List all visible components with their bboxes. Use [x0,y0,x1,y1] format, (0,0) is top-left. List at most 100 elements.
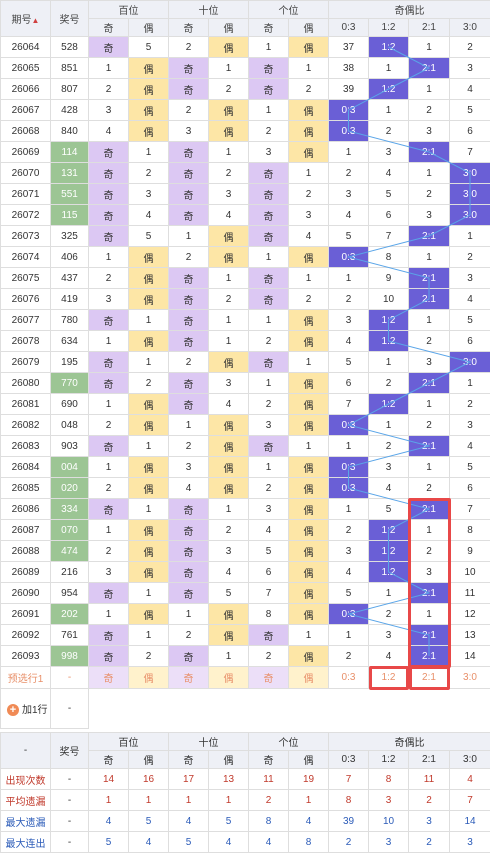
stat-row: 出现次数 -14 16 17 13 11 19 7 8 11 4 [0,768,490,790]
units-even-cell: 1 [288,267,329,289]
units-odd-cell: 奇 [248,162,289,184]
hundreds-odd-cell: 2 [88,78,129,100]
ratio-cell: 2 [328,645,369,667]
draw-row: 26067 428 3 偶 2 偶 1 偶 0:3 1 2 5 [0,99,490,121]
stat-value: 1 [208,789,249,811]
predict-tens-even[interactable]: 偶 [208,666,249,689]
footer-ratio-1-2: 1:2 [368,750,409,769]
units-odd-cell: 奇 [248,225,289,247]
draw-row: 26074 406 1 偶 2 偶 1 偶 0:3 8 1 2 [0,246,490,268]
hundreds-odd-cell: 奇 [88,498,129,520]
units-odd-cell: 奇 [248,78,289,100]
ratio-cell: 1 [328,141,369,163]
units-header: 个位 [248,0,329,19]
ratio-cell: 1 [368,351,409,373]
plus-icon[interactable]: + [7,704,19,717]
add-row-label[interactable]: 加1行 [22,704,48,716]
stats-section: - 奖号 百位 十位 个位 奇偶比 奇 偶 奇 偶 奇 偶 0:3 1:2 2:… [0,732,490,769]
stat-value: 1 [88,789,129,811]
ratio-cell: 3:0 [449,183,490,205]
predict-units-odd[interactable]: 奇 [248,666,289,689]
ratio-cell: 2 [328,519,369,541]
stat-label: 最大遗漏 [0,810,51,832]
tens-even-cell: 1 [208,141,249,163]
period-cell: 26066 [0,78,51,100]
draw-row: 26086 334 奇 1 奇 1 3 偶 1 5 2:1 7 [0,498,490,520]
period-cell: 26079 [0,351,51,373]
tens-even-cell: 偶 [208,435,249,457]
stat-value: 13 [208,768,249,790]
tens-odd-cell: 奇 [168,540,209,562]
ratio-cell: 2:1 [408,57,450,79]
ratio-cell: 0:3 [328,603,369,625]
sort-icon[interactable]: ▲ [31,16,40,25]
award-cell: 807 [50,78,89,100]
ratio-cell: 3 [368,624,409,646]
stat-value: 8 [248,810,289,832]
units-odd-cell: 2 [248,120,289,142]
ratio-cell: 2 [449,36,490,58]
period-cell: 26089 [0,561,51,583]
add-row-value: - [50,688,89,729]
ratio-cell: 1 [328,624,369,646]
ratio-cell: 1 [368,414,409,436]
ratio-cell: 3 [449,57,490,79]
ratio-cell: 2:1 [408,645,450,667]
tens-even-cell: 3 [208,183,249,205]
ratio-cell: 7 [449,141,490,163]
predict-ratio-1-2[interactable]: 1:2 [368,666,409,689]
footer-ratio-3-0: 3:0 [449,750,490,769]
stat-value: 19 [288,768,329,790]
ratio-cell: 2:1 [408,435,450,457]
hundreds-odd-cell: 奇 [88,435,129,457]
tens-even-cell: 2 [208,78,249,100]
ratio-cell: 10 [449,561,490,583]
draw-row: 26069 114 奇 1 奇 1 3 偶 1 3 2:1 7 [0,141,490,163]
hundreds-even-cell: 偶 [128,267,169,289]
stat-value: 5 [128,810,169,832]
tens-even-cell: 5 [208,582,249,604]
period-header[interactable]: 期号▲ [0,0,51,37]
predict-ratio-0-3[interactable]: 0:3 [328,666,369,689]
ratio-cell: 2 [408,540,450,562]
stat-value: 1 [288,789,329,811]
predict-ratio-2-1[interactable]: 2:1 [408,666,450,689]
hundreds-odd-cell: 1 [88,603,129,625]
units-even-cell: 偶 [288,498,329,520]
tens-odd-cell: 1 [168,414,209,436]
units-odd-cell: 2 [248,393,289,415]
hundreds-even-cell: 偶 [128,540,169,562]
tens-odd-header: 奇 [168,18,209,37]
predict-units-even[interactable]: 偶 [288,666,329,689]
units-odd-cell: 3 [248,414,289,436]
predict-row[interactable]: 预选行1 - 奇 偶 奇 偶 奇 偶 0:3 1:2 2:1 3:0 [0,666,490,689]
predict-tens-odd[interactable]: 奇 [168,666,209,689]
stat-value: 17 [168,768,209,790]
units-even-cell: 偶 [288,120,329,142]
period-cell: 26064 [0,36,51,58]
period-cell: 26088 [0,540,51,562]
ratio-cell: 3 [449,267,490,289]
footer-ratio-2-1: 2:1 [408,750,450,769]
tens-even-cell: 偶 [208,351,249,373]
stat-value: 4 [128,831,169,853]
units-even-cell: 偶 [288,645,329,667]
hundreds-odd-cell: 2 [88,540,129,562]
hundreds-odd-cell: 奇 [88,225,129,247]
ratio-0-3-header: 0:3 [328,18,369,37]
add-row: + 加1行 - [0,688,490,729]
ratio-cell: 4 [449,435,490,457]
period-cell: 26085 [0,477,51,499]
add-row-button[interactable]: + 加1行 [0,688,51,729]
tens-even-cell: 1 [208,330,249,352]
ratio-cell: 2:1 [408,267,450,289]
award-cell: 070 [50,519,89,541]
stat-label: 出现次数 [0,768,51,790]
tens-even-cell: 1 [208,267,249,289]
predict-hundreds-even[interactable]: 偶 [128,666,169,689]
ratio-cell: 5 [449,456,490,478]
predict-ratio-3-0[interactable]: 3:0 [449,666,490,689]
award-cell: 551 [50,183,89,205]
predict-hundreds-odd[interactable]: 奇 [88,666,129,689]
hundreds-even-cell: 2 [128,645,169,667]
